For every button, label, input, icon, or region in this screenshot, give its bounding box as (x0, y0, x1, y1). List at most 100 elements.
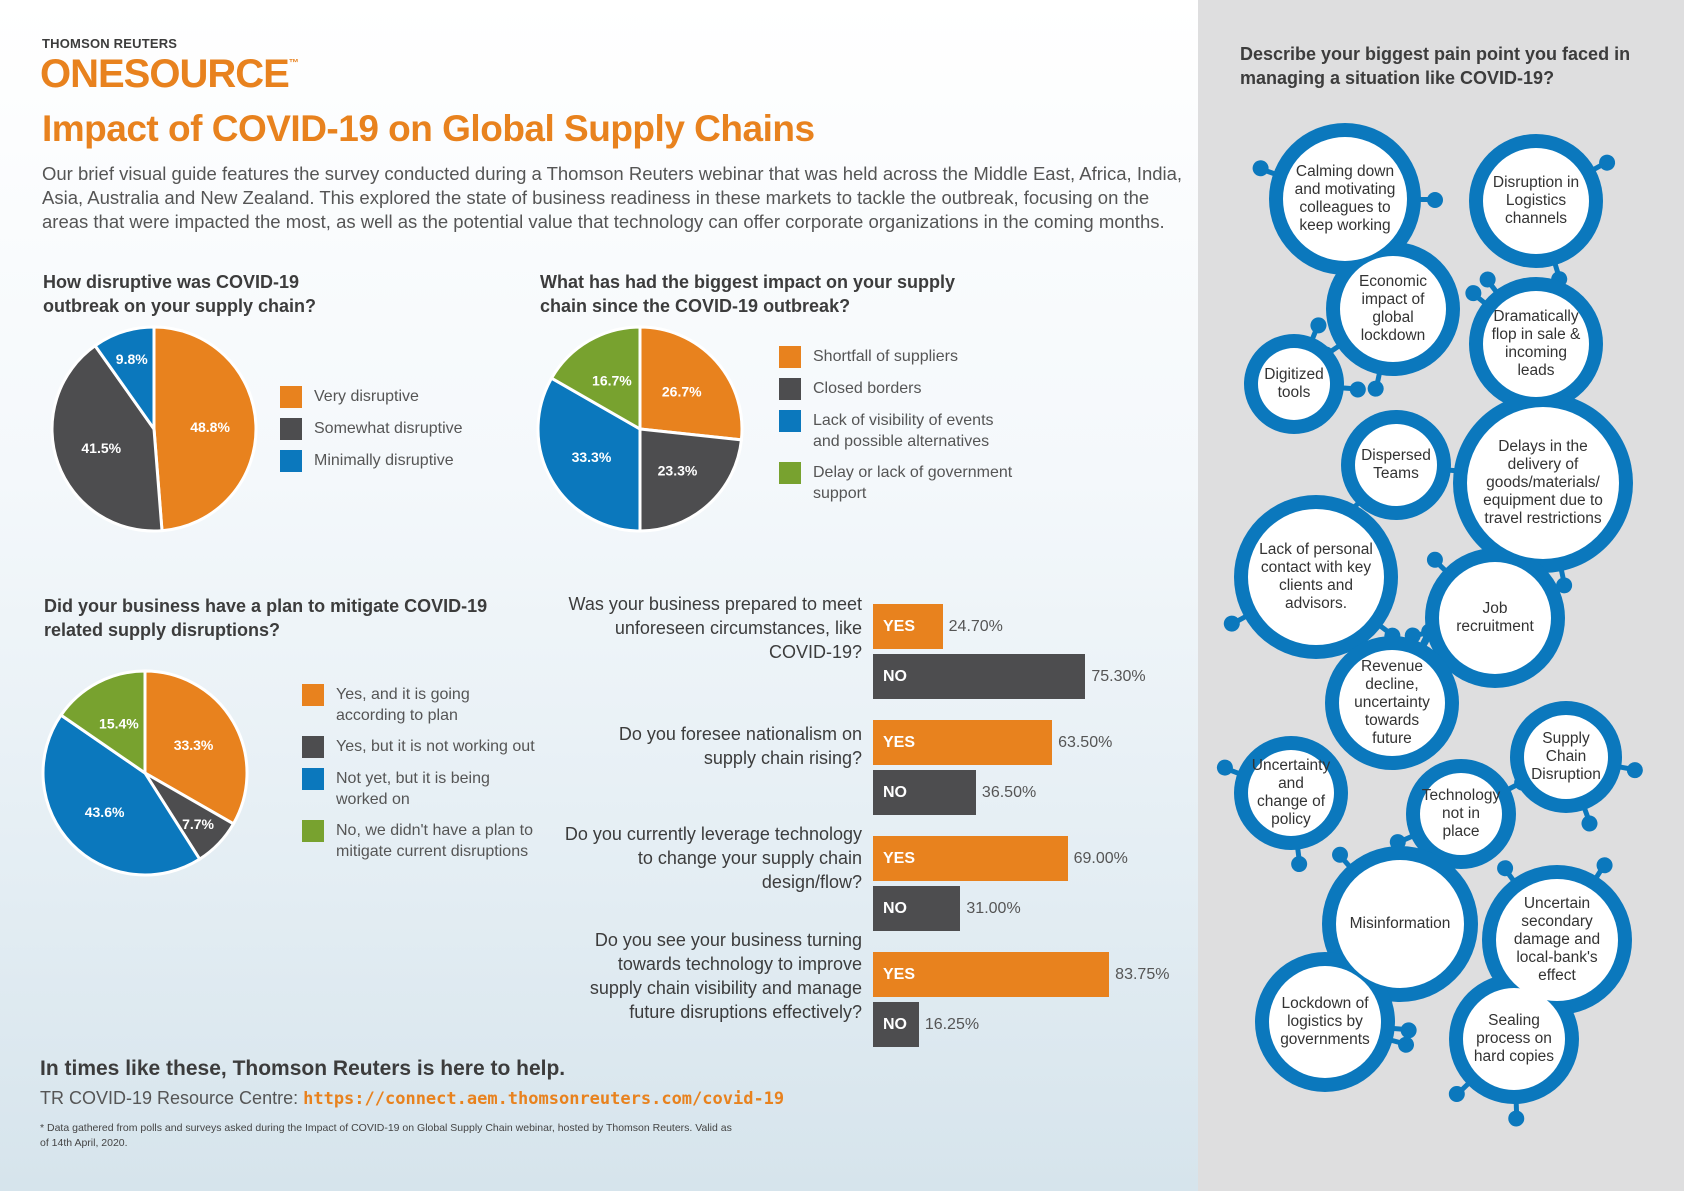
pie-slice (93, 325, 156, 434)
yes-bar: YES (873, 836, 1068, 881)
legend-label: Delay or lack of government support (813, 464, 1013, 502)
pie-slice (50, 343, 164, 533)
legend-swatch (779, 346, 801, 368)
pain-point-bubble: Digitized tools (1258, 348, 1330, 420)
resource-label: TR COVID-19 Resource Centre: (40, 1088, 299, 1108)
no-bar: NO (873, 886, 961, 931)
pain-point-text: Sealing process on hard copies (1473, 1012, 1555, 1065)
legend-item: Shortfall of suppliers (779, 346, 1019, 368)
yes-bar: YES (873, 720, 1053, 765)
pain-point-text: Dispersed Teams (1361, 447, 1431, 482)
pain-point-bubble: Job recruitment (1439, 562, 1551, 674)
pain-point-bubble: Lockdown of logistics by governments (1269, 966, 1381, 1078)
legend-item: Closed borders (779, 378, 1019, 400)
pie-chart-plan: 33.3% 7.7% 43.6% 15.4% (41, 669, 249, 877)
pain-point-bubble: Calming down and motivating colleagues t… (1283, 137, 1407, 261)
pie3-title: Did your business have a plan to mitigat… (44, 596, 488, 640)
legend-label: Shortfall of suppliers (813, 348, 958, 365)
pie-slice (536, 376, 642, 533)
pie1-title: How disruptive was COVID-19 outbreak on … (43, 272, 317, 316)
legend-swatch (280, 386, 302, 408)
legend-swatch (779, 410, 801, 432)
bar-question: Do you see your business turning towards… (589, 930, 862, 1022)
pie-slice (41, 713, 202, 877)
no-value: 31.00% (966, 900, 1021, 917)
pain-point-text: Dramatically flop in sale & incoming lea… (1491, 308, 1581, 379)
pain-point-bubble: Dramatically flop in sale & incoming lea… (1483, 291, 1589, 397)
legend-item: Somewhat disruptive (280, 418, 510, 440)
no-bar: NO (873, 770, 976, 815)
pie2-legend: Shortfall of suppliers Closed borders Lack… (779, 346, 1019, 514)
pain-point-bubble: Revenue decline, uncertainty towards fut… (1339, 650, 1445, 756)
pie-slice (152, 325, 258, 533)
pie-slice-label: 33.3% (174, 737, 214, 753)
logo-tm: ™ (288, 58, 299, 69)
pie-chart-disruption: 48.8% 41.5% 9.8% (50, 325, 258, 533)
pain-point-text: Misinformation (1349, 915, 1451, 932)
pie-slice (143, 669, 249, 826)
legend-label: Lack of visibility of events and possibl… (813, 412, 994, 450)
pie-slice (58, 669, 147, 776)
intro-text: Our brief visual guide features the surv… (42, 163, 1183, 232)
legend-item: No, we didn't have a plan to mitigate cu… (302, 820, 542, 862)
legend-label: No, we didn't have a plan to mitigate cu… (336, 822, 533, 860)
pain-point-bubble: Dispersed Teams (1355, 424, 1437, 506)
pie-slice (549, 325, 642, 432)
pie-slice-label: 9.8% (116, 351, 148, 367)
no-value: 16.25% (924, 1016, 980, 1033)
footnote: * Data gathered from polls and surveys a… (40, 1122, 732, 1149)
legend-label: Very disruptive (314, 388, 419, 405)
pain-point-text: Lack of personal contact with key client… (1259, 541, 1373, 612)
yes-value: 83.75% (1115, 966, 1170, 983)
page-title: Impact of COVID-19 on Global Supply Chai… (42, 108, 815, 149)
pie-slice-label: 23.3% (658, 463, 698, 479)
no-value: 36.50% (981, 784, 1037, 801)
pain-point-text: Uncertain secondary damage and local-ban… (1513, 895, 1601, 984)
pain-point-text: Digitized tools (1264, 366, 1324, 401)
bar-question: Was your business prepared to meet unfor… (568, 594, 862, 662)
pain-point-text: Uncertainty and change of policy (1251, 757, 1331, 828)
legend-item: Lack of visibility of events and possibl… (779, 410, 1019, 452)
legend-swatch (779, 378, 801, 400)
legend-item: Yes, but it is not working out (302, 736, 542, 758)
pie-slice-label: 7.7% (182, 816, 214, 832)
pie2-title: What has had the biggest impact on your … (540, 272, 956, 316)
pain-point-text: Delays in the delivery of goods/material… (1483, 438, 1603, 527)
yes-bar: YES (873, 604, 943, 649)
legend-label: Minimally disruptive (314, 452, 454, 469)
resource-line: TR COVID-19 Resource Centre: https://con… (40, 1088, 784, 1109)
no-bar: NO (873, 654, 1086, 699)
pain-point-bubble: Supply Chain Disruption (1524, 715, 1608, 799)
pain-point-text: Disruption in Logistics channels (1492, 174, 1580, 227)
pain-point-text: Technology not in place (1421, 787, 1501, 840)
pie-slice-label: 33.3% (572, 449, 612, 465)
no-bar: NO (873, 1002, 919, 1047)
pain-point-text: Calming down and motivating colleagues t… (1294, 163, 1396, 234)
pain-point-bubble: Economic impact of global lockdown (1340, 256, 1446, 362)
pain-point-bubble: Delays in the delivery of goods/material… (1467, 407, 1619, 559)
legend-swatch (302, 768, 324, 790)
pie3-legend: Yes, and it is going according to plan Ye… (302, 684, 542, 872)
pie-slice-label: 15.4% (99, 715, 139, 731)
pie-slice-label: 41.5% (81, 440, 121, 456)
legend-label: Not yet, but it is being worked on (336, 770, 490, 808)
legend-item: Yes, and it is going according to plan (302, 684, 542, 726)
pain-point-bubble: Disruption in Logistics channels (1483, 148, 1589, 254)
yes-bar: YES (873, 952, 1110, 997)
brand-name: THOMSON REUTERS (42, 36, 178, 51)
legend-swatch (280, 418, 302, 440)
pain-point-bubble: Sealing process on hard copies (1463, 988, 1565, 1090)
legend-label: Somewhat disruptive (314, 420, 463, 437)
pie-slice (638, 427, 744, 533)
resource-link[interactable]: https://connect.aem.thomsonreuters.com/c… (303, 1089, 785, 1109)
legend-swatch (302, 820, 324, 842)
pain-point-bubble: Uncertainty and change of policy (1248, 750, 1334, 836)
legend-item: Minimally disruptive (280, 450, 510, 472)
legend-label: Yes, and it is going according to plan (336, 686, 470, 724)
pain-point-bubble: Uncertain secondary damage and local-ban… (1496, 879, 1618, 1001)
legend-swatch (302, 684, 324, 706)
pain-point-text: Lockdown of logistics by governments (1280, 995, 1370, 1048)
pain-point-text: Job recruitment (1456, 600, 1534, 635)
logo-text: ONESOURCE (40, 52, 290, 96)
legend-item: Very disruptive (280, 386, 510, 408)
